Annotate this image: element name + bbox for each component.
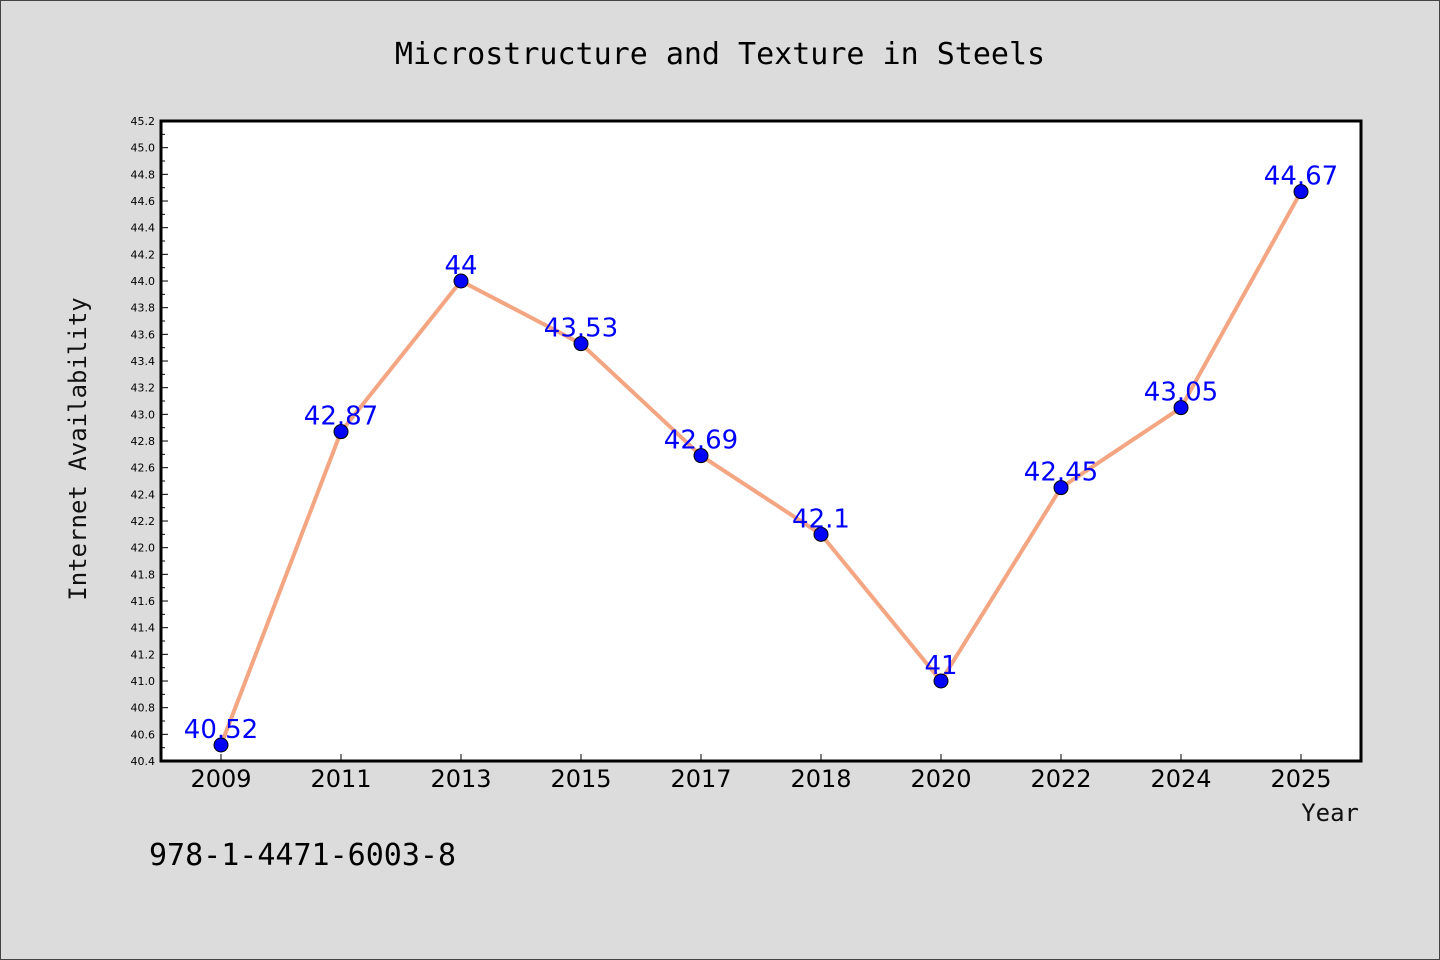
data-point	[813, 526, 829, 542]
y-tick-label: 45.0	[131, 142, 156, 155]
y-tick-label: 43.6	[131, 328, 156, 341]
y-tick-label: 44.8	[131, 168, 156, 181]
data-label: 43.53	[544, 314, 618, 344]
y-tick-label: 41.6	[131, 595, 156, 608]
y-tick-label: 40.4	[131, 755, 156, 768]
data-label: 42.1	[792, 504, 850, 534]
data-point	[1173, 400, 1189, 416]
y-tick-label: 42.0	[131, 542, 156, 555]
y-tick-label: 43.8	[131, 302, 156, 315]
data-point	[453, 273, 469, 289]
y-tick-label: 42.2	[131, 515, 156, 528]
y-axis: 40.4 40.6 40.8 41.0 41.2 41.4 41.6 41.8 42.0 42.2…	[131, 115, 168, 768]
y-tick-label: 42.8	[131, 435, 156, 448]
x-tick-label: 2011	[310, 765, 371, 793]
data-point	[333, 424, 349, 440]
x-tick-label: 2025	[1270, 765, 1331, 793]
x-tick-label: 2018	[790, 765, 851, 793]
x-tick-label: 2024	[1150, 765, 1211, 793]
y-tick-label: 41.8	[131, 568, 156, 581]
y-axis-label: Internet Availability	[64, 297, 92, 600]
y-tick-label: 41.0	[131, 675, 156, 688]
x-tick-label: 2015	[550, 765, 611, 793]
y-tick-label: 42.4	[131, 488, 156, 501]
y-tick-label: 43.0	[131, 408, 156, 421]
series-group	[213, 184, 1309, 753]
y-tick-label: 42.6	[131, 462, 156, 475]
y-tick-label: 40.6	[131, 728, 156, 741]
data-label: 42.45	[1024, 458, 1098, 488]
y-tick-label: 45.2	[131, 115, 156, 128]
data-point	[213, 737, 229, 753]
x-axis: 2009 2011 2013 2015 2017 2018 2020 2022 2024 2025	[190, 754, 1332, 793]
y-tick-label: 44.4	[131, 222, 156, 235]
series-line	[219, 189, 1303, 747]
x-tick-label: 2020	[910, 765, 971, 793]
x-tick-label: 2013	[430, 765, 491, 793]
data-label: 42.87	[304, 402, 378, 432]
y-tick-label: 41.2	[131, 648, 156, 661]
data-label-group: 40.52 42.87 44 43.53 42.69 42.1 41 42.45 43.05 44…	[184, 162, 1338, 745]
y-tick-label: 44.6	[131, 195, 156, 208]
y-tick-label: 44.0	[131, 275, 156, 288]
y-tick-label: 43.4	[131, 355, 156, 368]
y-tick-label: 41.4	[131, 622, 156, 635]
data-point	[933, 673, 949, 689]
footer-code: 978-1-4471-6003-8	[149, 838, 456, 873]
data-point	[573, 336, 589, 352]
x-tick-label: 2022	[1030, 765, 1091, 793]
data-label: 44	[444, 251, 477, 281]
data-label: 42.69	[664, 426, 738, 456]
data-label: 43.05	[1144, 378, 1218, 408]
data-label: 41	[924, 651, 957, 681]
chart-title: Microstructure and Texture in Steels	[395, 37, 1045, 72]
y-tick-label: 43.2	[131, 382, 156, 395]
data-point	[693, 448, 709, 464]
data-point	[1053, 480, 1069, 496]
data-point	[1293, 184, 1309, 200]
data-label: 44.67	[1264, 162, 1338, 192]
plot-frame	[159, 119, 1363, 763]
x-tick-label: 2009	[190, 765, 251, 793]
x-tick-label: 2017	[670, 765, 731, 793]
plot-area	[161, 121, 1361, 761]
x-axis-label: Year	[1301, 799, 1359, 827]
y-tick-label: 44.2	[131, 248, 156, 261]
data-label: 40.52	[184, 715, 258, 745]
y-tick-label: 40.8	[131, 702, 156, 715]
